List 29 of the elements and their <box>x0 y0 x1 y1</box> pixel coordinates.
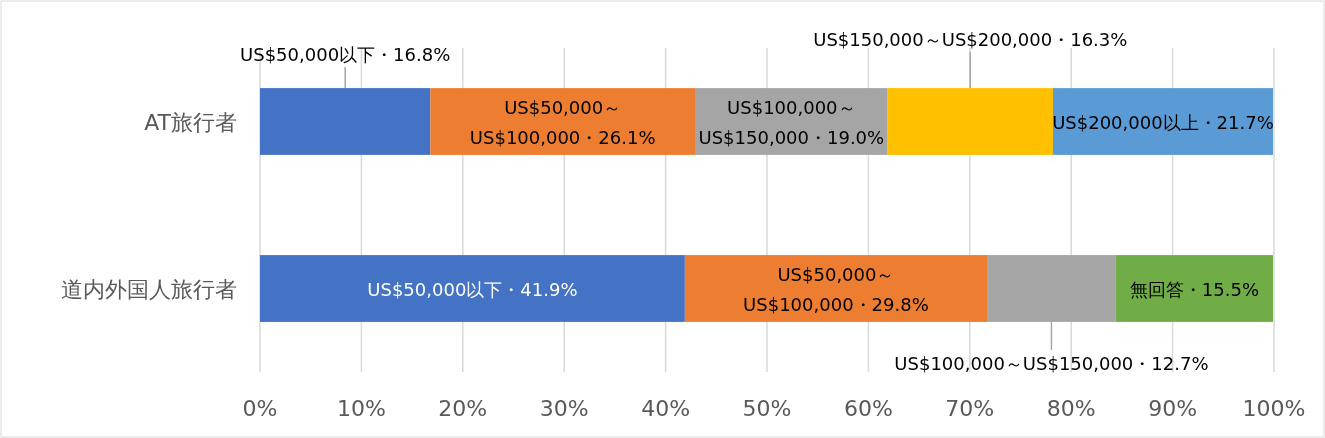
x-tick-label: 10% <box>336 396 386 421</box>
bar <box>684 255 988 322</box>
data-label: US$50,000以下・16.8% <box>240 44 451 66</box>
x-tick-label: 80% <box>1046 396 1096 421</box>
data-label: US$50,000～US$100,000・26.1% <box>469 96 656 148</box>
data-label: 無回答・15.5% <box>1129 278 1259 300</box>
y-tick-label: 道内外国人旅行者 <box>61 276 237 302</box>
x-tick-label: 20% <box>438 396 488 421</box>
data-label: US$100,000～US$150,000・19.0% <box>698 96 885 148</box>
x-tick-label: 60% <box>843 396 893 421</box>
data-label: US$200,000以上・21.7% <box>1052 111 1274 133</box>
data-label: US$150,000～US$200,000・16.3% <box>813 29 1128 51</box>
x-tick-label: 50% <box>742 396 792 421</box>
data-label: US$50,000以下・41.9% <box>367 278 578 300</box>
bar <box>1052 88 1273 155</box>
bar <box>887 88 1053 155</box>
data-label: US$100,000～US$150,000・12.7% <box>894 352 1209 374</box>
bar <box>1115 255 1273 322</box>
x-tick-label: 100% <box>1242 396 1306 421</box>
x-tick-label: 90% <box>1148 396 1198 421</box>
x-tick-label: 70% <box>945 396 995 421</box>
bar <box>260 88 431 155</box>
x-tick-label: 30% <box>539 396 589 421</box>
x-tick-label: 40% <box>641 396 691 421</box>
x-tick-label: 0% <box>242 396 278 421</box>
bar <box>430 88 696 155</box>
y-tick-label: AT旅行者 <box>144 109 237 135</box>
bar <box>260 255 685 322</box>
data-label: US$50,000～US$100,000・29.8% <box>743 263 929 315</box>
